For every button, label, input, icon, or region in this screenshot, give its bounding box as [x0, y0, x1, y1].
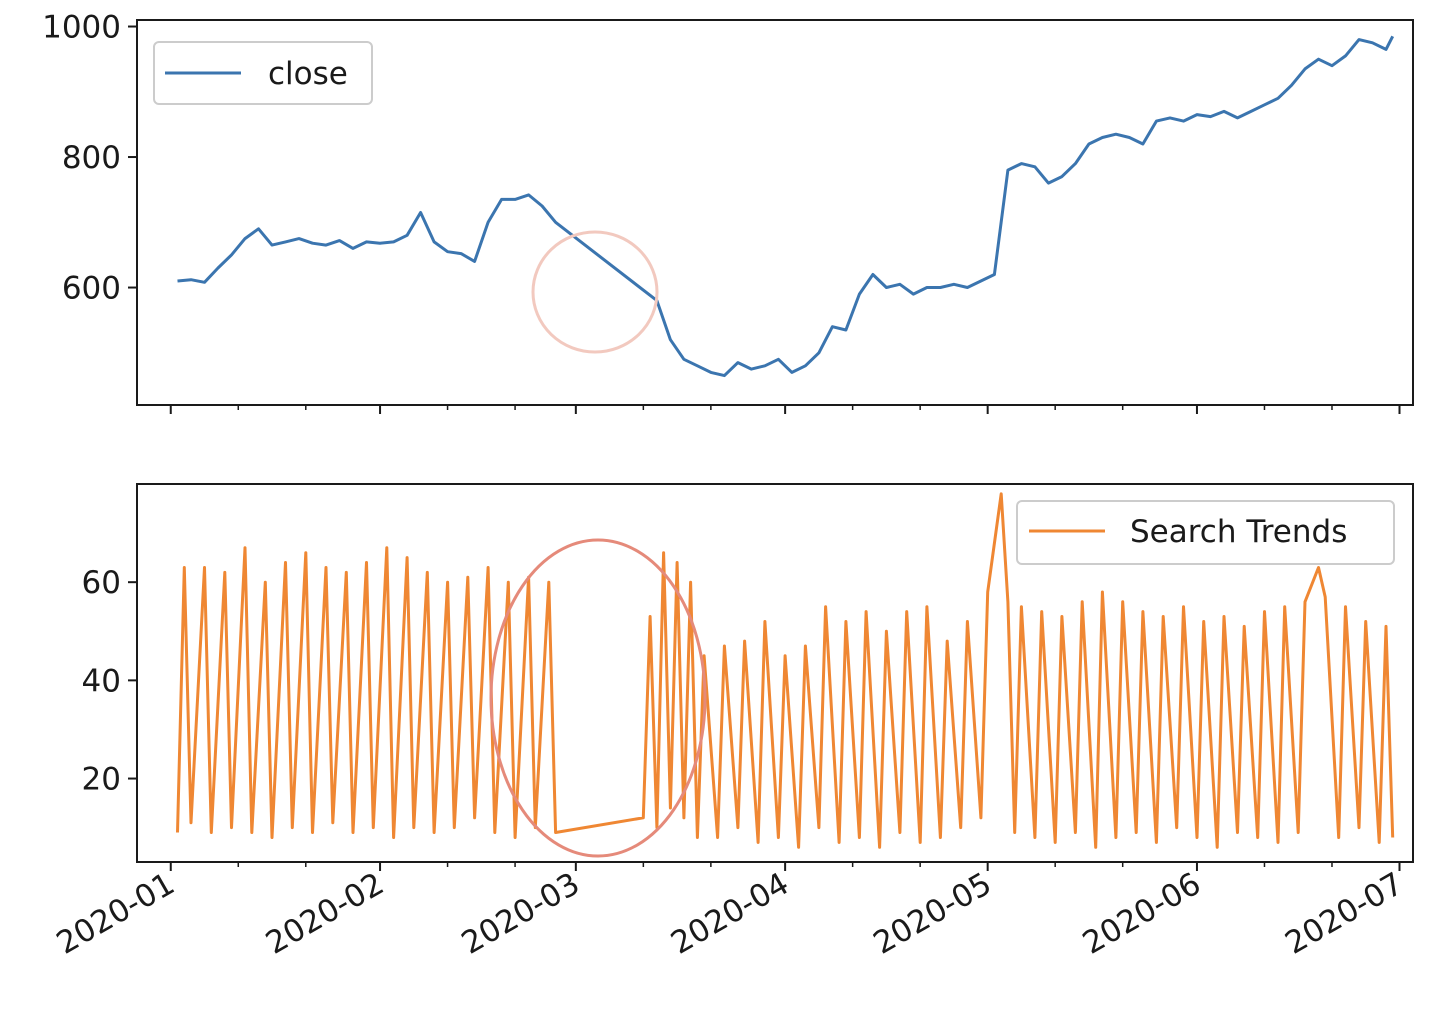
search-trends-y-tick-label: 60 [82, 565, 121, 601]
top-x-axis [169, 405, 1401, 414]
bottom-legend: Search Trends [1016, 500, 1395, 565]
search-trends-series-line [176, 492, 1395, 849]
close-y-tick-label: 800 [62, 140, 121, 176]
top-axes: 600 800 1000 close [42, 10, 1414, 414]
search-trends-y-tick-label: 20 [82, 762, 121, 798]
search-trends-legend-label: Search Trends [1130, 514, 1347, 550]
top-y-axis: 600 800 1000 [42, 10, 137, 307]
search-trends-y-tick-label: 40 [82, 663, 121, 699]
close-y-tick-label: 1000 [42, 10, 121, 46]
bottom-y-axis: 20 40 60 [82, 565, 137, 798]
top-legend-box [153, 41, 373, 105]
close-legend-label: close [268, 56, 348, 92]
close-series-line [177, 35, 1395, 378]
highlight-ellipse [489, 538, 707, 858]
top-axes-frame [136, 19, 1414, 406]
search-trends-series-group [176, 492, 1395, 849]
highlight-circle [531, 230, 659, 354]
top-legend: close [153, 41, 373, 105]
bottom-axes-frame [136, 483, 1414, 863]
bottom-legend-box [1016, 500, 1395, 565]
close-series-group [177, 35, 1395, 378]
close-y-tick-label: 600 [62, 271, 121, 307]
